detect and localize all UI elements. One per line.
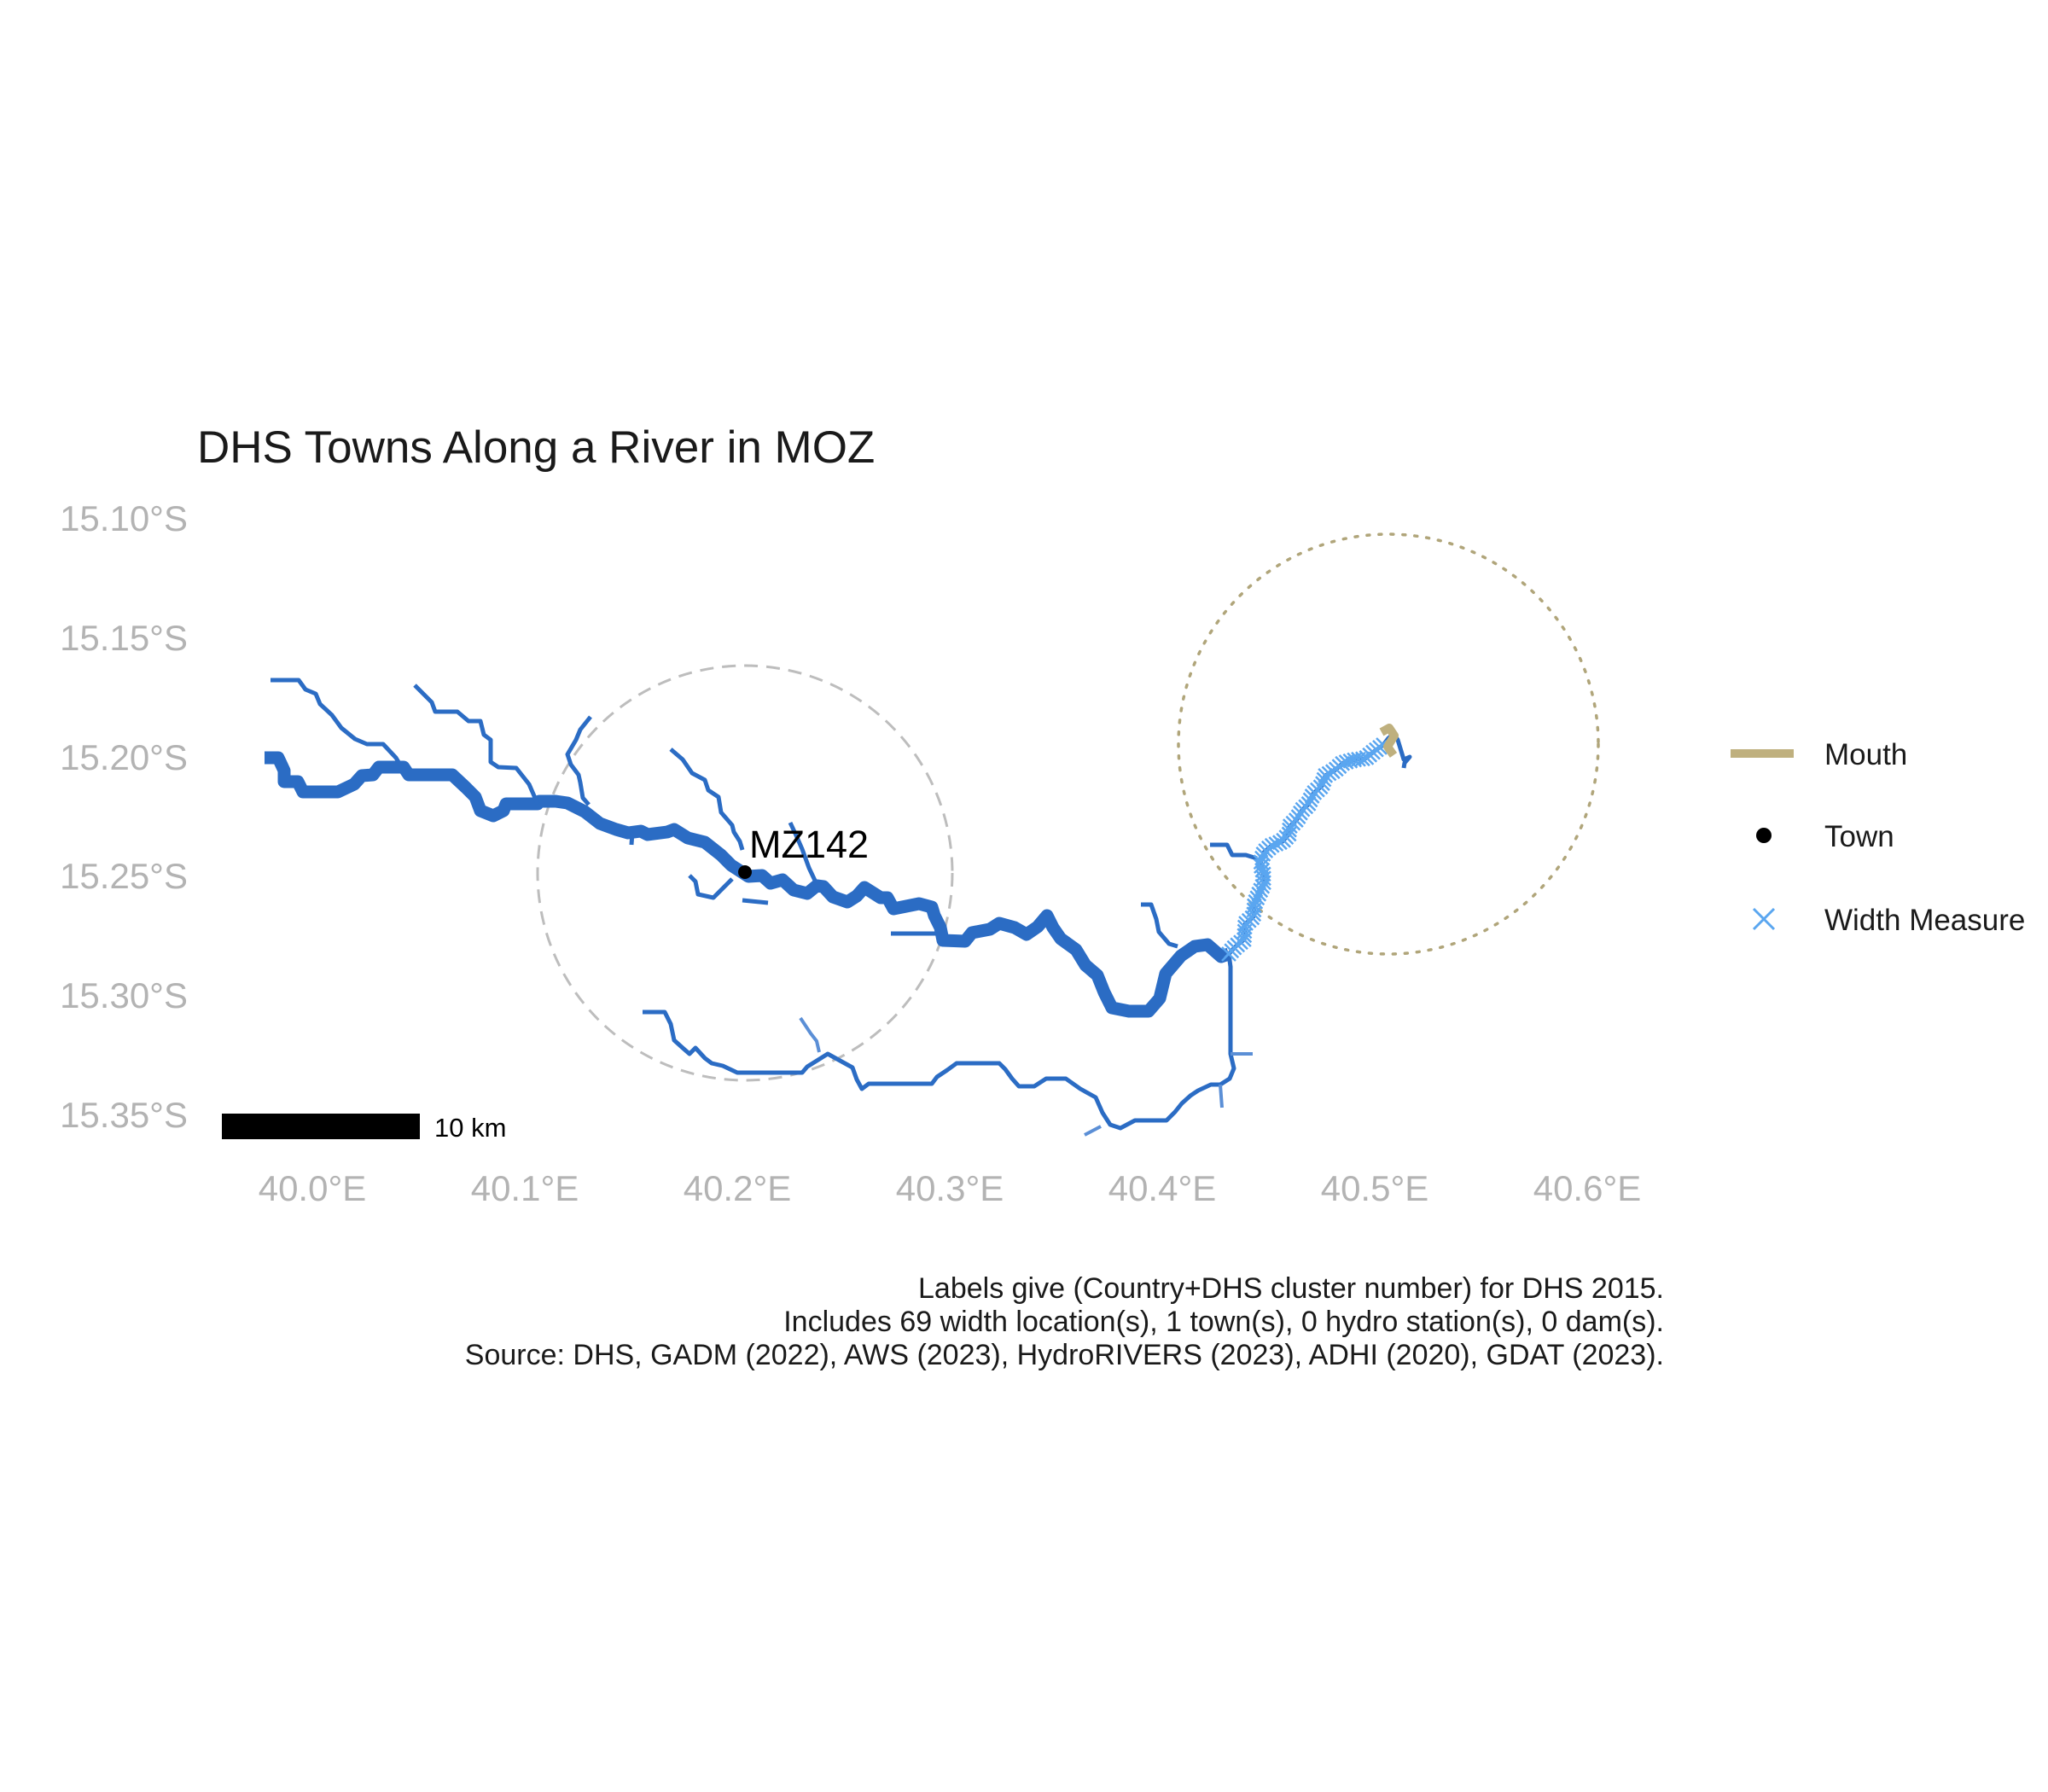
x-tick-label: 40.5°E bbox=[1321, 1168, 1429, 1208]
y-tick-label: 15.30°S bbox=[60, 975, 188, 1015]
caption: Labels give (Country+DHS cluster number)… bbox=[465, 1272, 1664, 1371]
legend-label-width-measure: Width Measure bbox=[1824, 904, 2025, 937]
x-tick-label: 40.3°E bbox=[896, 1168, 1004, 1208]
width-measure-marker bbox=[1318, 768, 1334, 783]
y-tick-label: 15.15°S bbox=[60, 618, 188, 658]
main-river bbox=[265, 751, 1231, 1018]
x-axis: 40.0°E 40.1°E 40.2°E 40.3°E 40.4°E 40.5°… bbox=[259, 1168, 1642, 1208]
width-measure-marker bbox=[1253, 882, 1269, 899]
legend-label-mouth: Mouth bbox=[1824, 738, 1907, 771]
y-tick-label: 15.20°S bbox=[60, 737, 188, 777]
scale-bar-segment bbox=[340, 1114, 380, 1126]
tributary-ne bbox=[565, 715, 592, 806]
x-tick-label: 40.4°E bbox=[1108, 1168, 1217, 1208]
x-tick-label: 40.0°E bbox=[259, 1168, 367, 1208]
width-measure-marker bbox=[1251, 886, 1267, 902]
scale-bar-segment bbox=[262, 1126, 301, 1138]
scale-bar-segment bbox=[223, 1114, 262, 1138]
town-label: MZ142 bbox=[749, 823, 869, 866]
scale-bar-segment bbox=[340, 1126, 380, 1138]
town-buffer-circle bbox=[536, 664, 954, 1082]
width-measure-marker bbox=[1248, 893, 1264, 910]
width-measure-marker bbox=[1247, 898, 1262, 914]
caption-line: Source: DHS, GADM (2022), AWS (2023), Hy… bbox=[465, 1339, 1664, 1371]
scale-bar-segment bbox=[262, 1114, 301, 1126]
scale-bar-segment bbox=[380, 1114, 419, 1138]
y-tick-label: 15.25°S bbox=[60, 856, 188, 896]
tributary-minor bbox=[629, 831, 635, 846]
tributary-s-3 bbox=[1084, 1125, 1102, 1137]
legend-label-town: Town bbox=[1824, 820, 1894, 853]
tributary-s-east-2 bbox=[1219, 1084, 1224, 1108]
tributary-east bbox=[1141, 902, 1178, 949]
scale-bar-label: 10 km bbox=[434, 1113, 506, 1143]
tributary-s-4 bbox=[799, 1016, 821, 1053]
river-mouth bbox=[1379, 724, 1399, 758]
x-tick-label: 40.1°E bbox=[471, 1168, 579, 1208]
width-measure-marker bbox=[1315, 776, 1330, 792]
scale-bar: 10 km bbox=[222, 1113, 506, 1143]
map-title: DHS Towns Along a River in MOZ bbox=[197, 422, 875, 473]
width-measure-marker bbox=[1290, 809, 1306, 824]
x-tick-label: 40.6°E bbox=[1533, 1168, 1642, 1208]
y-axis: 15.10°S 15.15°S 15.20°S 15.25°S 15.30°S … bbox=[60, 498, 188, 1135]
tributary-s-of-town bbox=[742, 898, 769, 905]
tributary-town bbox=[669, 748, 745, 851]
width-measure-marker bbox=[1264, 837, 1280, 853]
width-measure-marker bbox=[1249, 890, 1265, 906]
tributary-n bbox=[413, 684, 540, 805]
legend-width-swatch bbox=[1752, 907, 1776, 931]
width-measure-markers bbox=[1221, 737, 1391, 962]
legend: Mouth Town Width Measure bbox=[1731, 738, 2025, 937]
town-marker bbox=[738, 865, 752, 879]
width-measure-marker bbox=[1268, 836, 1284, 852]
caption-line: Labels give (Country+DHS cluster number)… bbox=[918, 1272, 1664, 1305]
width-measure-marker bbox=[1355, 751, 1370, 767]
width-measure-marker bbox=[1254, 850, 1270, 866]
scale-bar-segment bbox=[301, 1114, 340, 1138]
river-network bbox=[265, 678, 1412, 1137]
tributary-se bbox=[788, 821, 819, 886]
width-measure-marker bbox=[1300, 795, 1317, 812]
legend-town-swatch bbox=[1756, 828, 1772, 843]
width-measure-marker bbox=[1321, 765, 1337, 782]
width-measure-marker bbox=[1302, 792, 1318, 808]
x-tick-label: 40.2°E bbox=[684, 1168, 792, 1208]
width-measure-marker bbox=[1236, 919, 1253, 935]
tributary-town-2 bbox=[688, 874, 734, 900]
y-tick-label: 15.10°S bbox=[60, 498, 188, 538]
tributary-nw bbox=[271, 678, 404, 768]
y-tick-label: 15.35°S bbox=[60, 1095, 188, 1135]
tributary-east-2 bbox=[1210, 842, 1258, 861]
mouth-buffer-circle bbox=[1177, 532, 1600, 956]
southern-river bbox=[643, 953, 1236, 1131]
caption-line: Includes 69 width location(s), 1 town(s)… bbox=[783, 1306, 1664, 1338]
